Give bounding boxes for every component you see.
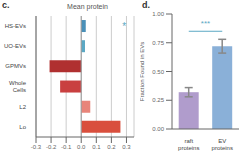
svg-text:0.0: 0.0 <box>77 144 86 150</box>
svg-text:0.1: 0.1 <box>92 144 101 150</box>
svg-text:HS-EVs: HS-EVs <box>8 23 26 29</box>
svg-text:raftproteins: raftproteins <box>178 138 199 151</box>
svg-text:0.75: 0.75 <box>152 40 164 46</box>
html-text:c.: c. <box>2 0 10 10</box>
svg-text:-0.1: -0.1 <box>61 144 72 150</box>
svg-text:EVproteins: EVproteins <box>212 138 233 151</box>
svg-text:L2: L2 <box>19 104 26 110</box>
svg-text:0.25: 0.25 <box>152 97 164 103</box>
svg-text:GPMVs: GPMVs <box>8 63 26 69</box>
svg-text:Lo: Lo <box>19 124 26 130</box>
svg-text:-0.3: -0.3 <box>31 144 42 150</box>
html-text:d.: d. <box>142 0 150 10</box>
svg-text:***: *** <box>201 19 210 28</box>
svg-text:0.00: 0.00 <box>152 126 164 132</box>
svg-text:0.2: 0.2 <box>107 144 116 150</box>
svg-text:UO-EVs: UO-EVs <box>8 43 26 49</box>
svg-text:-0.2: -0.2 <box>46 144 57 150</box>
svg-text:1.00: 1.00 <box>152 11 164 17</box>
svg-text:0.50: 0.50 <box>152 69 164 75</box>
svg-text:0.3: 0.3 <box>122 144 131 150</box>
html-text:Mean protein: Mean protein <box>67 3 108 10</box>
svg-text:WholeCells: WholeCells <box>9 80 27 93</box>
svg-text:Fraction Found in EVs: Fraction Found in EVs <box>140 42 145 101</box>
svg-text:*: * <box>122 21 126 32</box>
